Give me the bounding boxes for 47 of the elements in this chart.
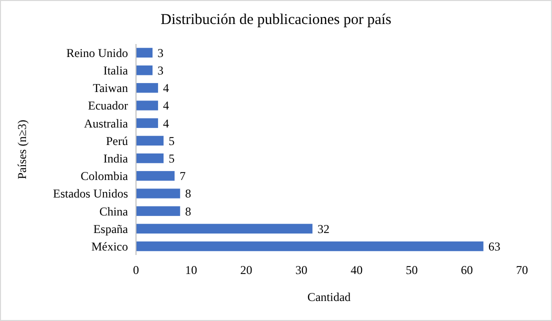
data-label: 8 (185, 204, 192, 218)
data-label: 5 (168, 134, 175, 148)
data-label: 8 (185, 186, 192, 201)
x-tick-label: 20 (240, 263, 252, 277)
bar (136, 65, 153, 76)
x-tick-label: 70 (516, 263, 528, 277)
y-tick-label: Perú (106, 134, 128, 148)
bar (136, 136, 164, 146)
bar (136, 224, 312, 234)
data-label: 7 (180, 169, 186, 184)
data-label: 32 (317, 222, 330, 236)
bar (136, 206, 180, 216)
bar (136, 83, 158, 93)
y-tick-label: Italia (103, 64, 129, 78)
x-tick-label: 50 (406, 263, 418, 277)
data-label: 63 (488, 239, 500, 254)
bar (136, 241, 484, 252)
bar (136, 118, 158, 128)
x-tick-label: 40 (350, 263, 363, 277)
data-label: 3 (158, 64, 164, 78)
bar (136, 153, 164, 164)
bar (136, 171, 175, 181)
y-axis-title: Países (n≥3) (15, 120, 29, 180)
y-tick-label: Taiwan (92, 81, 128, 96)
data-label: 3 (158, 46, 164, 60)
x-tick-label: 30 (295, 263, 308, 277)
y-tick-label: Australia (84, 116, 129, 130)
data-label: 4 (163, 98, 170, 113)
x-tick-label: 60 (460, 263, 473, 277)
chart-title: Distribución de publicaciones por país (160, 12, 392, 28)
y-tick-label: China (99, 204, 129, 218)
bar (136, 100, 158, 110)
bar (136, 188, 180, 198)
y-tick-label: España (93, 222, 129, 236)
x-tick-label: 0 (133, 263, 139, 277)
bar (136, 48, 153, 58)
y-tick-label: México (91, 239, 128, 254)
y-tick-label: Reino Unido (66, 46, 128, 60)
data-label: 4 (163, 116, 170, 130)
y-tick-label: Colombia (80, 169, 129, 184)
y-tick-label: Ecuador (88, 98, 128, 113)
x-axis-title: Cantidad (307, 290, 351, 304)
y-tick-label: Estados Unidos (53, 186, 128, 201)
x-tick-label: 10 (185, 263, 198, 277)
data-label: 4 (163, 81, 170, 96)
data-label: 5 (168, 152, 175, 166)
y-tick-label: India (103, 152, 129, 166)
